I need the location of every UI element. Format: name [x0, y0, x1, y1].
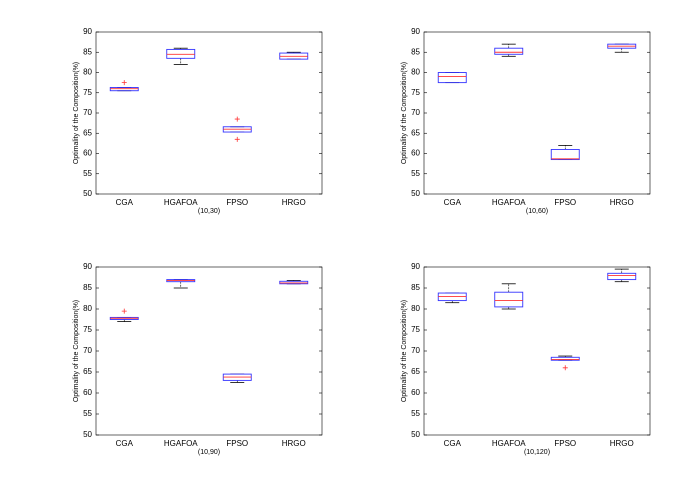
y-tick-label: 90 — [411, 262, 420, 271]
x-tick-label: CGA — [444, 198, 462, 207]
x-axis-label: (10,30) — [198, 208, 220, 215]
y-tick-label: 65 — [83, 367, 92, 376]
y-tick-label: 60 — [411, 149, 420, 158]
y-axis-label: Optimality of the Composition(%) — [401, 300, 408, 402]
y-axis-label: Optimality of the Composition(%) — [73, 62, 80, 164]
y-tick-label: 55 — [83, 169, 92, 178]
outlier — [234, 136, 240, 142]
y-tick-label: 50 — [83, 430, 92, 439]
box — [550, 148, 580, 161]
y-tick-label: 70 — [83, 108, 92, 117]
box — [494, 47, 524, 55]
y-tick-label: 55 — [411, 169, 420, 178]
x-tick-label: CGA — [116, 198, 134, 207]
y-tick-label: 75 — [411, 88, 420, 97]
x-axis-label: (10,120) — [524, 449, 550, 456]
outlier — [121, 308, 127, 314]
y-tick-label: 65 — [411, 128, 420, 137]
x-tick-label: HRGO — [610, 439, 634, 448]
y-tick-label: 90 — [411, 27, 420, 36]
x-axis-label: (10,60) — [526, 208, 548, 215]
outlier — [234, 116, 240, 122]
y-axis-label: Optimality of the Composition(%) — [73, 300, 80, 402]
y-tick-label: 90 — [83, 262, 92, 271]
y-tick-label: 80 — [411, 68, 420, 77]
y-tick-label: 75 — [83, 88, 92, 97]
x-tick-label: FPSO — [226, 198, 248, 207]
y-tick-label: 50 — [83, 189, 92, 198]
y-tick-label: 55 — [83, 409, 92, 418]
y-axis-label: Optimality of the Composition(%) — [401, 62, 408, 164]
x-tick-label: HGAFOA — [492, 198, 526, 207]
y-tick-label: 75 — [83, 325, 92, 334]
x-tick-label: HGAFOA — [164, 439, 198, 448]
box — [550, 356, 580, 361]
y-tick-label: 60 — [83, 149, 92, 158]
y-tick-label: 50 — [411, 430, 420, 439]
axes-frame — [423, 31, 651, 195]
x-tick-label: HGAFOA — [164, 198, 198, 207]
box — [607, 272, 637, 281]
axes-frame — [95, 266, 323, 436]
y-tick-label: 90 — [83, 27, 92, 36]
y-tick-label: 60 — [83, 388, 92, 397]
y-tick-label: 85 — [411, 283, 420, 292]
outlier — [121, 80, 127, 86]
y-tick-label: 70 — [83, 346, 92, 355]
y-tick-label: 80 — [83, 68, 92, 77]
y-tick-label: 75 — [411, 325, 420, 334]
x-tick-label: CGA — [444, 439, 462, 448]
y-tick-label: 65 — [83, 128, 92, 137]
x-tick-label: FPSO — [554, 198, 576, 207]
y-tick-label: 85 — [411, 47, 420, 56]
x-tick-label: HRGO — [610, 198, 634, 207]
y-tick-label: 65 — [411, 367, 420, 376]
y-tick-label: 80 — [83, 304, 92, 313]
x-tick-label: CGA — [116, 439, 134, 448]
y-tick-label: 85 — [83, 283, 92, 292]
y-tick-label: 55 — [411, 409, 420, 418]
x-tick-label: HRGO — [282, 439, 306, 448]
x-tick-label: HRGO — [282, 198, 306, 207]
x-tick-label: FPSO — [554, 439, 576, 448]
y-tick-label: 80 — [411, 304, 420, 313]
y-tick-label: 70 — [411, 346, 420, 355]
outlier — [562, 365, 568, 371]
box — [437, 72, 467, 84]
y-tick-label: 85 — [83, 47, 92, 56]
box — [494, 291, 524, 308]
y-tick-label: 70 — [411, 108, 420, 117]
y-tick-label: 50 — [411, 189, 420, 198]
y-tick-label: 60 — [411, 388, 420, 397]
x-tick-label: FPSO — [226, 439, 248, 448]
x-axis-label: (10,90) — [198, 449, 220, 456]
x-tick-label: HGAFOA — [492, 439, 526, 448]
axes-frame — [423, 266, 651, 436]
